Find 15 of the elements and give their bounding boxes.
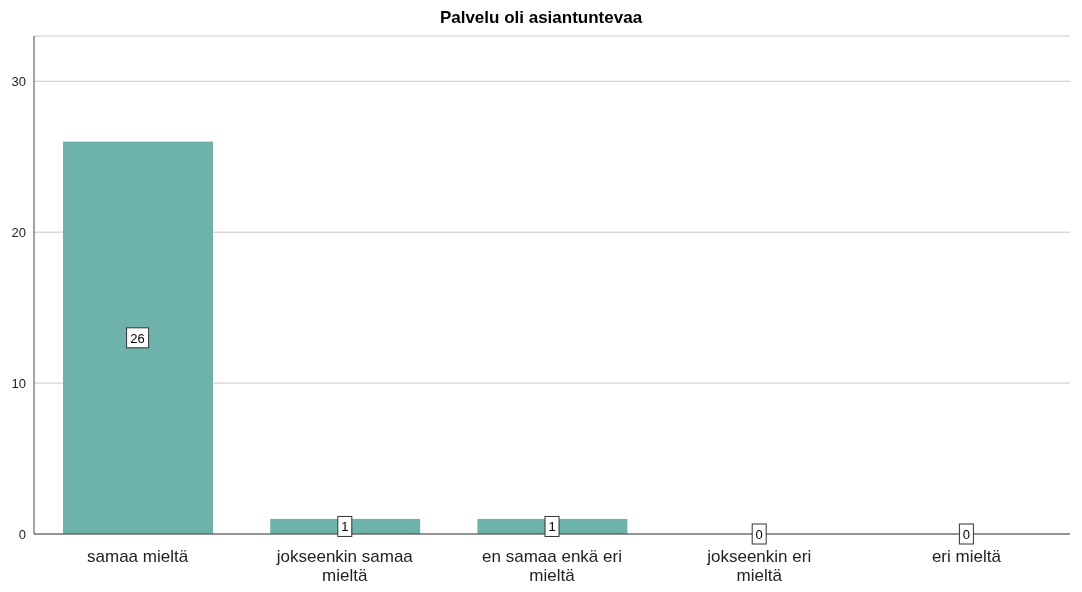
x-tick-label: eri mieltä [931, 547, 1002, 566]
data-label: 1 [341, 519, 349, 535]
data-label: 26 [130, 330, 145, 346]
y-tick-label: 0 [18, 526, 26, 542]
data-label: 0 [962, 527, 971, 542]
x-tick-label: jokseenkin eri mieltä [706, 547, 812, 585]
x-tick-label: samaa mieltä [87, 547, 189, 566]
x-tick-label: en samaa enkä eri mieltä [482, 547, 622, 585]
data-label: 1 [548, 519, 556, 535]
y-tick-label: 10 [11, 375, 26, 391]
y-tick-label: 30 [11, 73, 26, 89]
x-tick-label: jokseenkin samaa mieltä [275, 547, 414, 585]
y-tick-label: 20 [11, 224, 26, 240]
chart-title: Palvelu oli asiantuntevaa [438, 8, 644, 29]
data-label: 0 [755, 527, 763, 542]
